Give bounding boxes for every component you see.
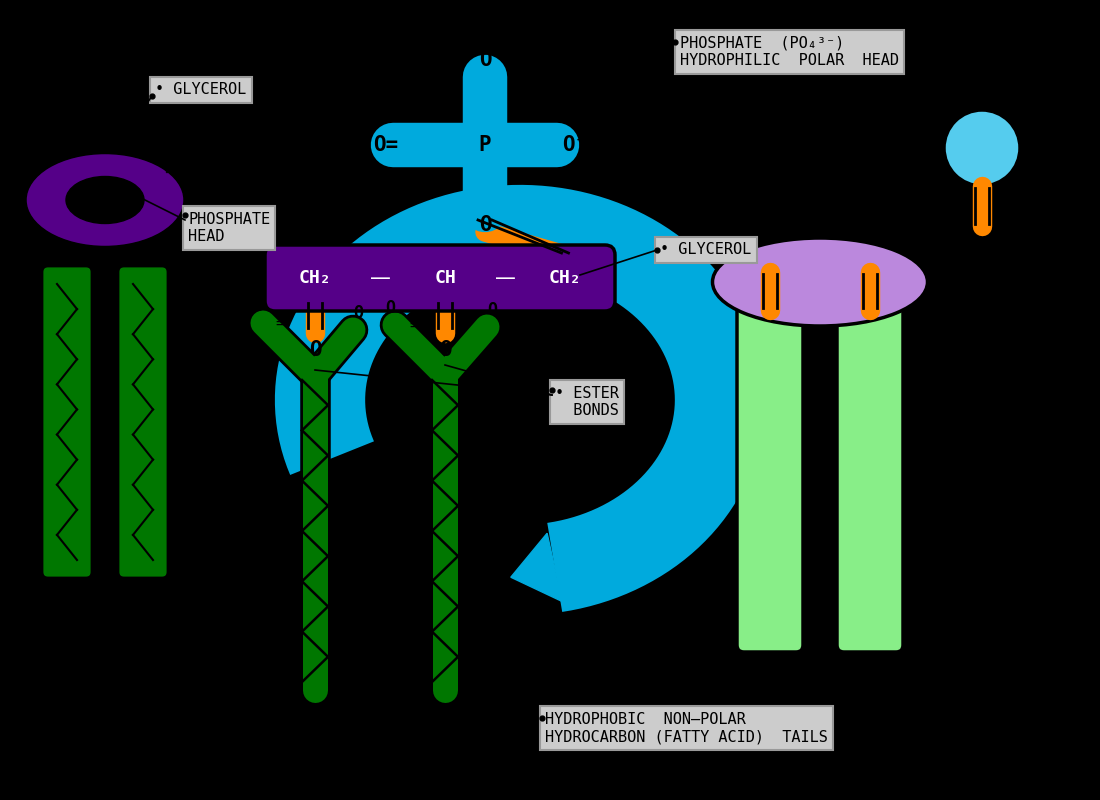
Text: C: C: [305, 371, 316, 389]
FancyBboxPatch shape: [737, 303, 803, 652]
Text: O: O: [478, 50, 492, 70]
Text: O⁻: O⁻: [562, 135, 587, 155]
Text: =: =: [408, 318, 421, 333]
Text: O: O: [353, 304, 363, 322]
Text: =: =: [275, 315, 287, 330]
Ellipse shape: [66, 177, 144, 223]
Text: CH: CH: [434, 269, 455, 287]
Text: O: O: [309, 340, 321, 360]
Text: O: O: [439, 340, 451, 360]
Text: O=: O=: [373, 135, 398, 155]
Text: CH₂: CH₂: [299, 269, 331, 287]
Ellipse shape: [25, 153, 185, 247]
Text: PHOSPHATE
HEAD: PHOSPHATE HEAD: [188, 212, 271, 244]
Text: —: —: [370, 268, 390, 288]
Text: O: O: [487, 301, 497, 319]
Ellipse shape: [713, 238, 927, 326]
Circle shape: [944, 110, 1020, 186]
Text: C: C: [434, 371, 446, 389]
Text: CH₂: CH₂: [549, 269, 581, 287]
Text: • ESTER
  BONDS: • ESTER BONDS: [556, 386, 619, 418]
Text: O: O: [478, 215, 492, 235]
FancyBboxPatch shape: [837, 303, 903, 652]
Polygon shape: [510, 534, 562, 602]
Text: • GLYCEROL: • GLYCEROL: [155, 82, 246, 98]
FancyBboxPatch shape: [42, 266, 92, 578]
FancyBboxPatch shape: [118, 266, 168, 578]
Text: P: P: [478, 135, 492, 155]
Text: • GLYCEROL: • GLYCEROL: [660, 242, 751, 258]
Text: O: O: [253, 297, 263, 315]
Text: HYDROPHOBIC  NON–POLAR
HYDROCARBON (FATTY ACID)  TAILS: HYDROPHOBIC NON–POLAR HYDROCARBON (FATTY…: [544, 712, 828, 744]
Text: O: O: [385, 299, 395, 317]
Text: PHOSPHATE  (PO₄³⁻)
HYDROPHILIC  POLAR  HEAD: PHOSPHATE (PO₄³⁻) HYDROPHILIC POLAR HEAD: [680, 36, 899, 68]
Text: —: —: [495, 268, 516, 288]
FancyBboxPatch shape: [265, 245, 615, 311]
